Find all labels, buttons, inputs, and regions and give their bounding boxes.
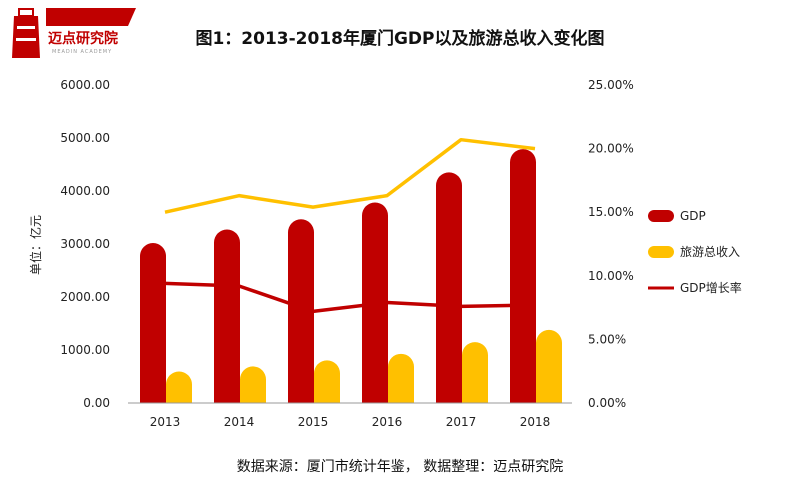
legend-swatch (648, 210, 674, 222)
gdp-bar (362, 202, 388, 403)
legend-label: GDP增长率 (680, 280, 742, 295)
tourism-bar (314, 360, 340, 403)
x-tick-label: 2015 (298, 415, 329, 429)
logo-text: 迈点研究院 (48, 31, 118, 47)
y-tick-label: 6000.00 (60, 78, 110, 92)
tourism-bar (240, 366, 266, 403)
legend-swatch (648, 246, 674, 258)
logo: 迈点研究院 MEADIN ACADEMY (6, 6, 136, 62)
tourism-bar (166, 371, 192, 403)
x-tick-label: 2013 (150, 415, 181, 429)
gdp-growth-line (164, 281, 536, 314)
y2-tick-label: 20.00% (588, 142, 634, 156)
y-axis-label: 单位：亿元 (28, 215, 43, 275)
logo-subtext: MEADIN ACADEMY (52, 49, 113, 55)
y-tick-label: 4000.00 (60, 184, 110, 198)
y-tick-label: 5000.00 (60, 131, 110, 145)
footer-source: 数据来源：厦门市统计年鉴， 数据整理：迈点研究院 (236, 459, 564, 475)
gdp-bar (510, 149, 536, 403)
y2-tick-label: 0.00% (588, 396, 626, 410)
y2-tick-label: 25.00% (588, 78, 634, 92)
legend-label: GDP (680, 209, 706, 223)
chart-title: 图1：2013-2018年厦门GDP以及旅游总收入变化图 (195, 29, 605, 49)
y-tick-label: 2000.00 (60, 290, 110, 304)
gdp-bar (436, 172, 462, 403)
x-tick-label: 2017 (446, 415, 477, 429)
y-tick-label: 0.00 (83, 396, 110, 410)
y2-tick-label: 15.00% (588, 205, 634, 219)
gdp-bar (214, 229, 240, 403)
gdp-bar (140, 243, 166, 403)
tourism-share-line (164, 137, 536, 214)
tourism-bar (536, 329, 562, 403)
x-tick-label: 2014 (224, 415, 255, 429)
y2-tick-label: 10.00% (588, 269, 634, 283)
lighthouse-logo-icon (12, 8, 40, 58)
x-tick-label: 2016 (372, 415, 403, 429)
logo-banner (46, 8, 136, 26)
tourism-bar (388, 353, 414, 403)
y2-tick-label: 5.00% (588, 332, 626, 346)
gdp-bar (288, 219, 314, 403)
legend-label: 旅游总收入 (680, 245, 740, 259)
x-tick-label: 2018 (520, 415, 551, 429)
y-tick-label: 3000.00 (60, 237, 110, 251)
y-tick-label: 1000.00 (60, 343, 110, 357)
tourism-bar (462, 342, 488, 403)
